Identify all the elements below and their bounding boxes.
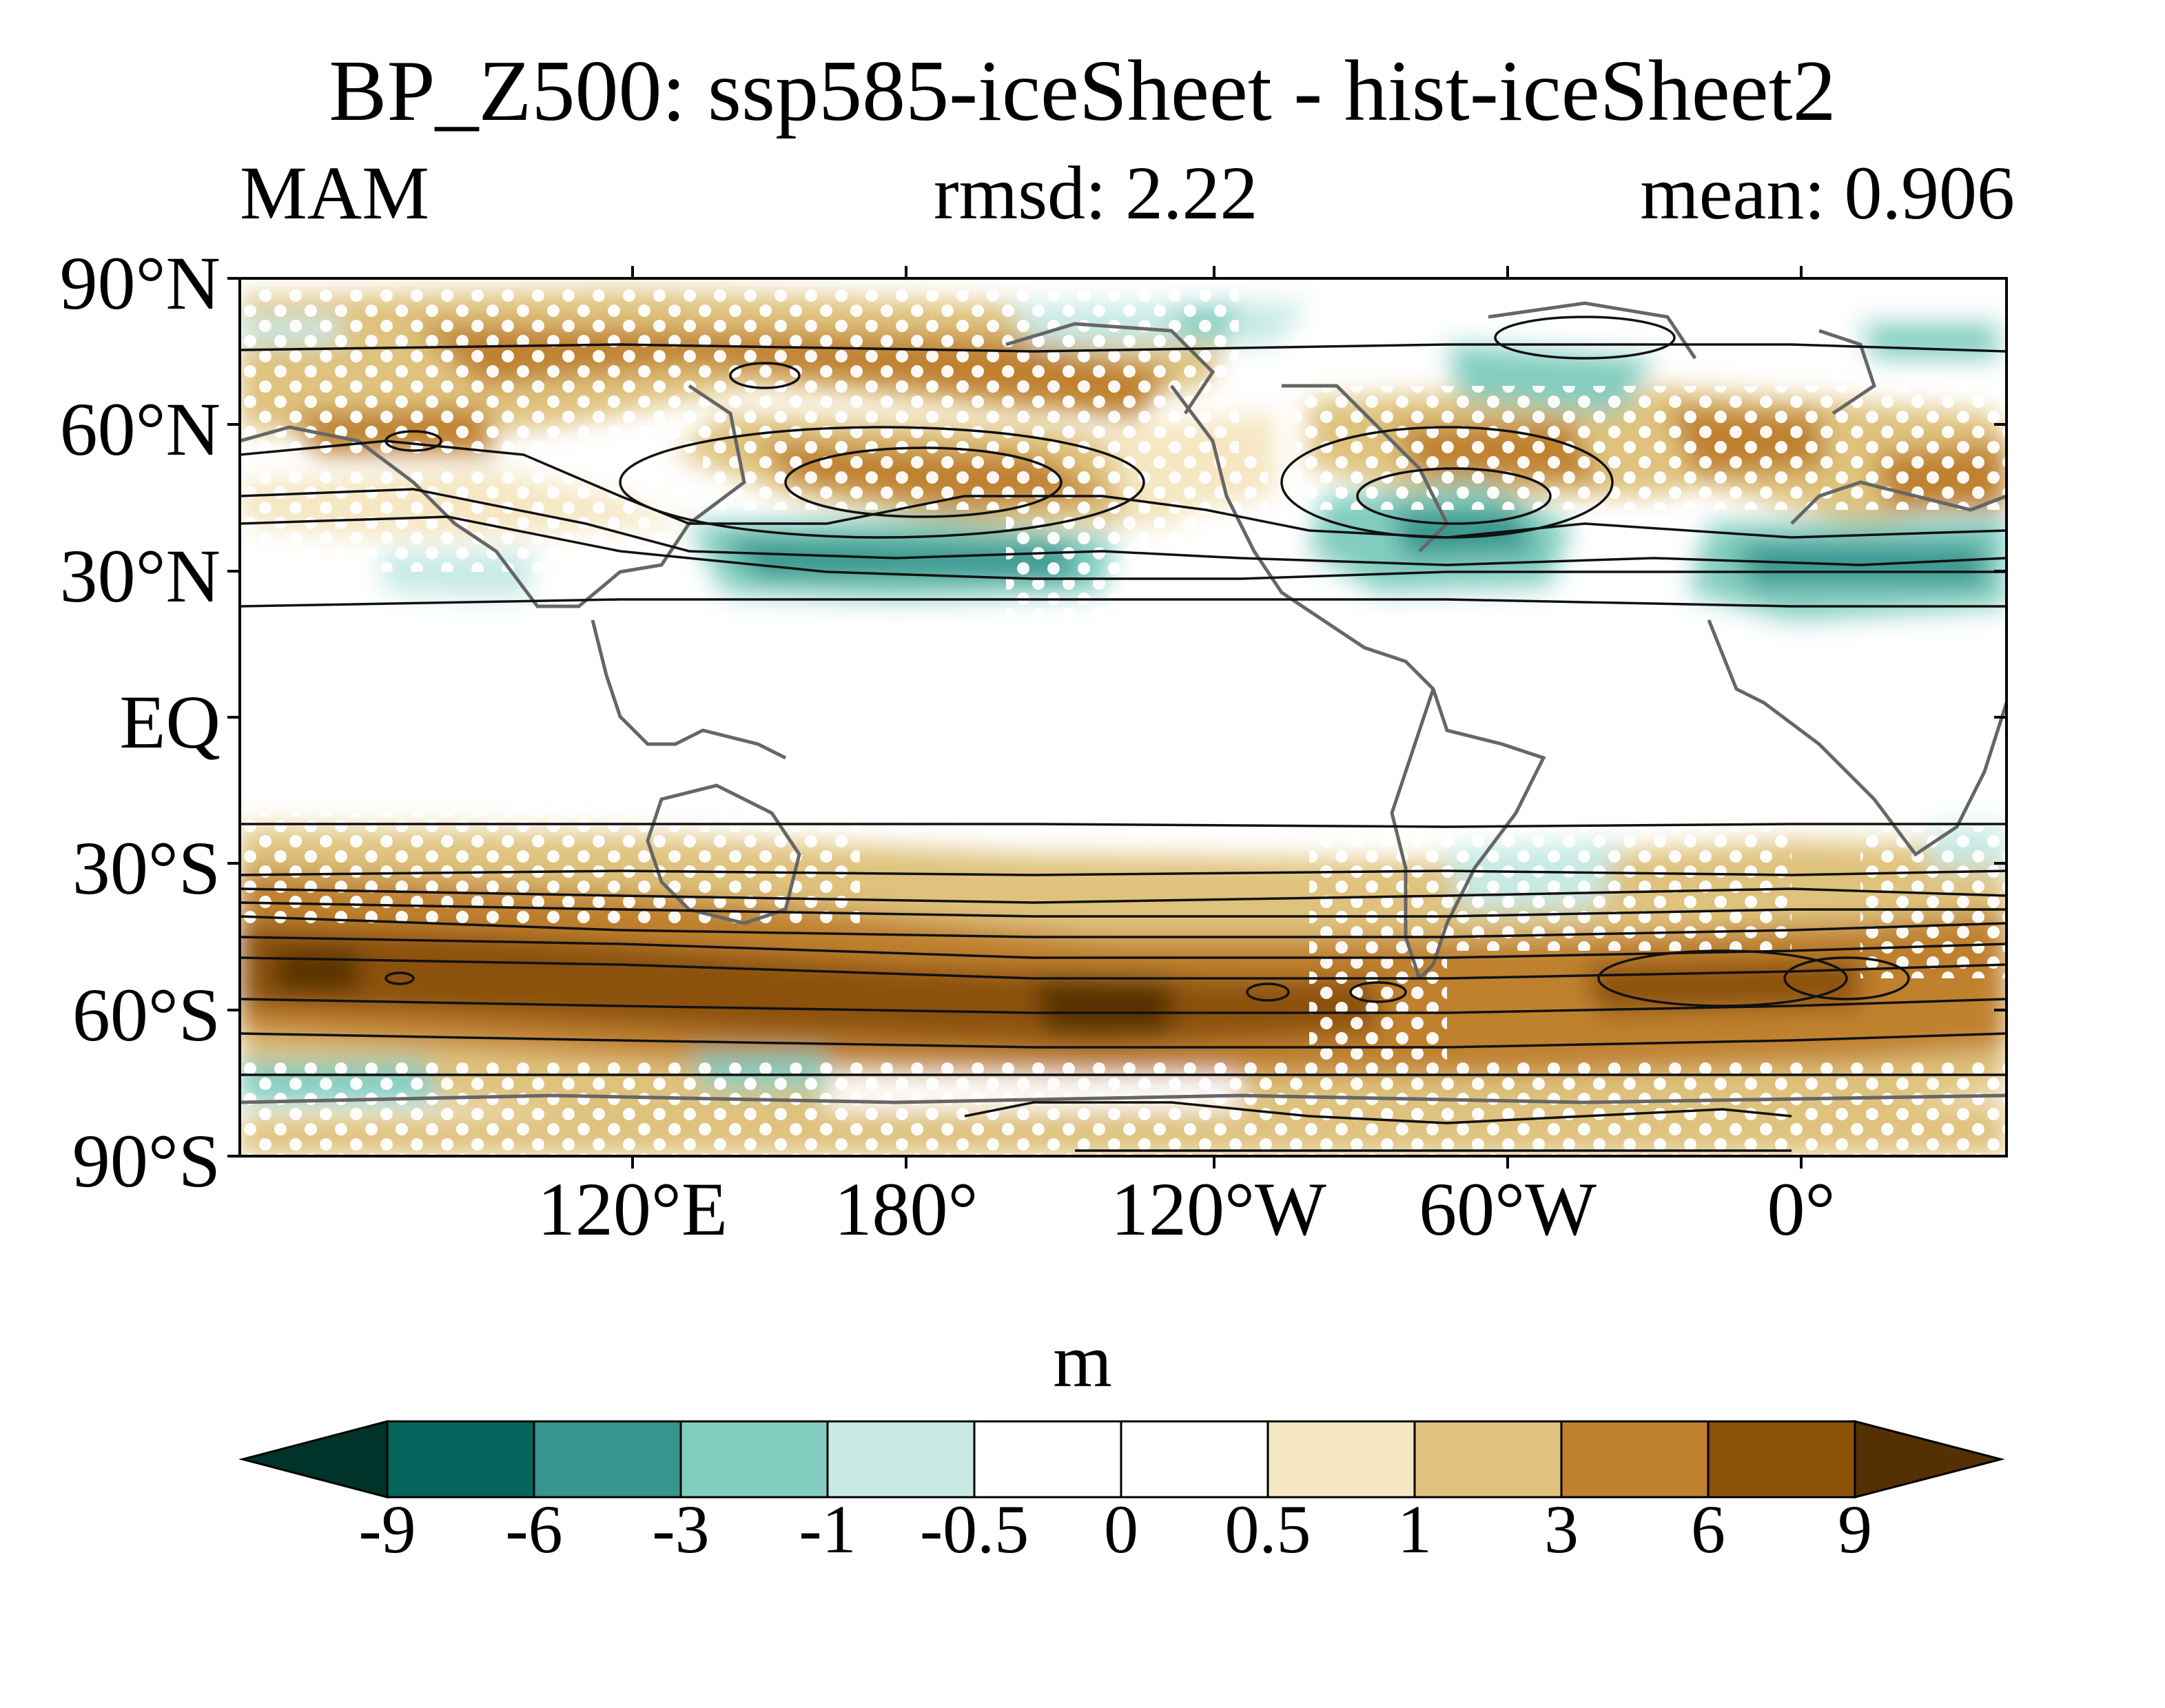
rmsd-label: rmsd: 2.22 bbox=[934, 151, 1258, 235]
colorbar-swatch bbox=[386, 1420, 535, 1499]
colorbar-swatch bbox=[1413, 1420, 1563, 1499]
coastlines bbox=[240, 301, 2007, 1104]
colorbar-swatch bbox=[1560, 1420, 1710, 1499]
chart-title: BP_Z500: ssp585-iceSheet - hist-iceSheet… bbox=[329, 43, 1836, 139]
lon-label-60w: 60°W bbox=[1419, 1167, 1597, 1251]
colorbar-label: 9 bbox=[1838, 1491, 1872, 1567]
lat-label-90n: 90°N bbox=[59, 241, 220, 325]
season-label: MAM bbox=[240, 151, 430, 235]
axis-ticks bbox=[227, 266, 2007, 1169]
colorbar-label: -1 bbox=[799, 1491, 856, 1567]
lon-label-0: 0° bbox=[1767, 1167, 1836, 1251]
colorbar-label: 0 bbox=[1104, 1491, 1138, 1567]
colorbar-label: 1 bbox=[1397, 1491, 1432, 1567]
colorbar-swatch bbox=[1266, 1420, 1416, 1499]
colorbar-swatch bbox=[1120, 1420, 1269, 1499]
colorbar-swatch bbox=[679, 1420, 829, 1499]
colorbar-swatch bbox=[1707, 1420, 1856, 1499]
lat-label-60n: 60°N bbox=[59, 387, 220, 471]
colorbar-swatch bbox=[533, 1420, 682, 1499]
lat-label-30n: 30°N bbox=[59, 534, 220, 618]
colorbar-min-arrow bbox=[238, 1420, 389, 1499]
lat-label-30s: 30°S bbox=[72, 826, 220, 910]
lon-label-120w: 120°W bbox=[1111, 1167, 1326, 1251]
anomaly-field bbox=[240, 278, 2007, 1156]
colorbar-label: 0.5 bbox=[1224, 1491, 1311, 1567]
colorbar-label: -6 bbox=[505, 1491, 563, 1567]
lat-label-eq: EQ bbox=[119, 680, 220, 764]
lon-label-180: 180° bbox=[834, 1167, 978, 1251]
colorbar-label: 3 bbox=[1544, 1491, 1579, 1567]
colorbar-unit: m bbox=[1053, 1319, 1112, 1403]
colorbar-max-arrow bbox=[1854, 1420, 2005, 1499]
lon-label-120e: 120°E bbox=[537, 1167, 728, 1251]
colorbar-label: 6 bbox=[1691, 1491, 1725, 1567]
lat-label-90s: 90°S bbox=[72, 1119, 220, 1203]
mean-label: mean: 0.906 bbox=[1640, 151, 2015, 235]
lat-label-60s: 60°S bbox=[72, 973, 220, 1057]
colorbar bbox=[238, 1420, 2005, 1499]
colorbar-label: -0.5 bbox=[919, 1491, 1029, 1567]
colorbar-swatch bbox=[973, 1420, 1122, 1499]
contours bbox=[240, 316, 2007, 1152]
colorbar-swatch bbox=[826, 1420, 976, 1499]
colorbar-label: -9 bbox=[358, 1491, 416, 1567]
colorbar-label: -3 bbox=[652, 1491, 710, 1567]
